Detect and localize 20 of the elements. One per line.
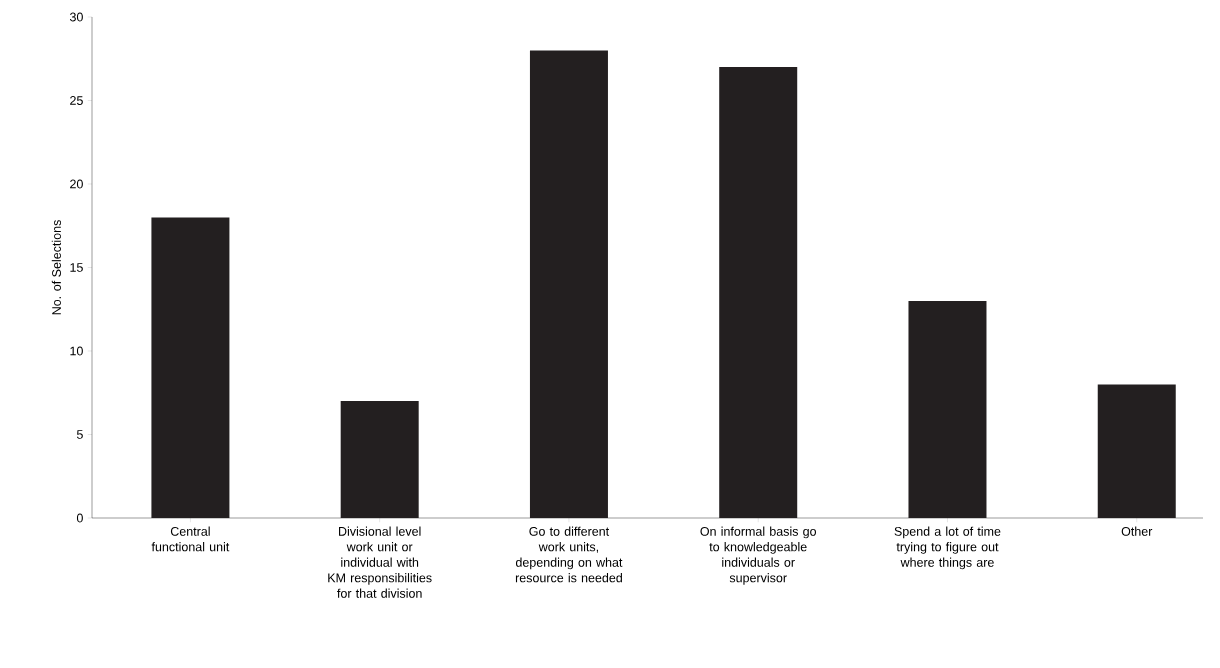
bar: [1097, 384, 1176, 518]
x-tick-label: On informal basis go to knowledgeable individuals or supervisor: [700, 526, 817, 585]
x-tick-label: Central functional unit: [151, 526, 230, 552]
y-tick-label: 30: [69, 12, 83, 22]
x-tick-label: Divisional level work unit or individual with KM responsibilities for that division: [328, 526, 432, 598]
x-tick-label: Other: [1121, 526, 1153, 536]
x-tick-label: Go to different work units, depending on what resource is needed: [515, 526, 623, 583]
y-tick-label: 0: [76, 513, 83, 523]
y-tick-label: 25: [70, 96, 83, 105]
x-tick-label: Spend a lot of time trying to figure out where things are: [894, 526, 1001, 570]
bar: [151, 217, 230, 518]
bar: [719, 67, 798, 518]
y-tick-label: 10: [70, 346, 83, 356]
y-tick-label: 20: [70, 179, 83, 189]
y-axis-title: No. of Selections: [51, 220, 61, 315]
bar: [340, 401, 419, 518]
bar: [908, 300, 987, 518]
y-tick-label: 15: [70, 263, 83, 272]
bar: [529, 50, 608, 518]
y-tick-label: 5: [76, 430, 83, 439]
